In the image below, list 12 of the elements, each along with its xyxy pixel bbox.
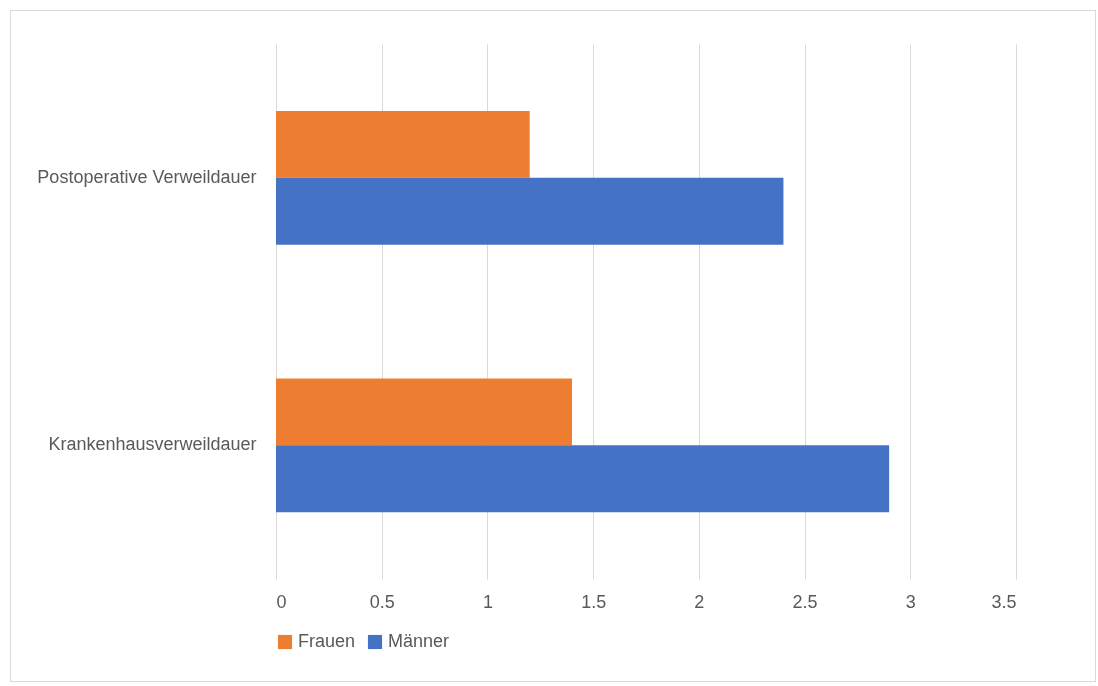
x-tick-label: 2.5	[792, 591, 818, 612]
x-tick-label: 0	[276, 591, 287, 612]
x-tick-label: 0.5	[369, 591, 395, 612]
y-tick-label: Postoperative Verweildauer	[37, 166, 257, 187]
x-tick-label: 1	[482, 591, 493, 612]
x-tick-label: 2	[694, 591, 705, 612]
x-tick-label: 1.5	[581, 591, 607, 612]
y-tick-label: Krankenhausverweildauer	[48, 434, 257, 455]
legend-label: Männer	[388, 631, 450, 651]
legend-label: Frauen	[298, 631, 356, 651]
x-tick-label: 3	[905, 591, 916, 612]
x-tick-label: 3.5	[991, 591, 1017, 612]
